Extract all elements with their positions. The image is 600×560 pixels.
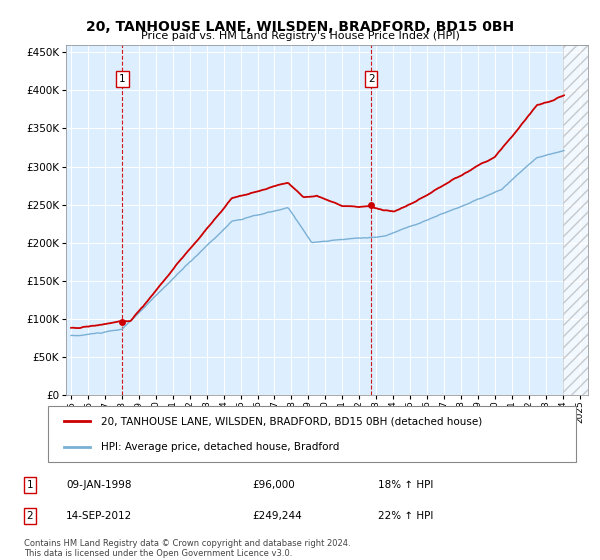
Text: 1: 1: [26, 480, 34, 490]
Bar: [563, 45, 588, 395]
Text: This data is licensed under the Open Government Licence v3.0.: This data is licensed under the Open Gov…: [24, 549, 292, 558]
Text: 20, TANHOUSE LANE, WILSDEN, BRADFORD, BD15 0BH (detached house): 20, TANHOUSE LANE, WILSDEN, BRADFORD, BD…: [101, 416, 482, 426]
Text: 22% ↑ HPI: 22% ↑ HPI: [378, 511, 433, 521]
Text: Contains HM Land Registry data © Crown copyright and database right 2024.: Contains HM Land Registry data © Crown c…: [24, 539, 350, 548]
Text: 18% ↑ HPI: 18% ↑ HPI: [378, 480, 433, 490]
Text: 1: 1: [119, 74, 126, 84]
Text: 2: 2: [26, 511, 34, 521]
FancyBboxPatch shape: [48, 406, 576, 462]
Text: 14-SEP-2012: 14-SEP-2012: [66, 511, 132, 521]
Text: HPI: Average price, detached house, Bradford: HPI: Average price, detached house, Brad…: [101, 442, 339, 452]
Text: £249,244: £249,244: [252, 511, 302, 521]
Text: Price paid vs. HM Land Registry's House Price Index (HPI): Price paid vs. HM Land Registry's House …: [140, 31, 460, 41]
Text: 2: 2: [368, 74, 374, 84]
Text: 09-JAN-1998: 09-JAN-1998: [66, 480, 131, 490]
Text: 20, TANHOUSE LANE, WILSDEN, BRADFORD, BD15 0BH: 20, TANHOUSE LANE, WILSDEN, BRADFORD, BD…: [86, 20, 514, 34]
Text: £96,000: £96,000: [252, 480, 295, 490]
